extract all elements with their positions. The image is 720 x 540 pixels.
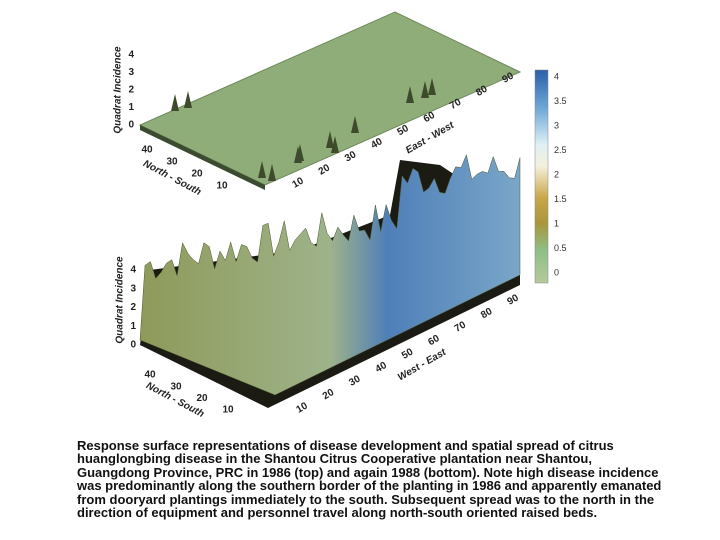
z-tick-label: 2 <box>130 302 136 313</box>
ew-tick-label: 90 <box>506 292 522 307</box>
ew-tick-label: 40 <box>369 136 385 151</box>
caption: Response surface representations of dise… <box>77 438 662 521</box>
spike <box>268 164 276 181</box>
colorbar-tick-label: 3 <box>554 120 559 130</box>
ew-tick-label: 80 <box>479 306 495 321</box>
ew-tick-label: 70 <box>453 319 469 334</box>
ns-tick-label: 30 <box>170 381 182 392</box>
ew-tick-label: 30 <box>347 373 363 388</box>
colorbar-tick-label: 1.5 <box>554 194 567 204</box>
spike <box>428 78 436 95</box>
colorbar-tick-label: 3.5 <box>554 96 567 106</box>
colorbar <box>534 69 549 284</box>
ew-tick-label: 60 <box>422 110 438 125</box>
ew-tick-label: 20 <box>321 387 337 402</box>
ns-tick-label: 10 <box>216 181 228 192</box>
spike <box>331 136 339 153</box>
z-tick-label: 3 <box>130 283 136 294</box>
spike <box>296 144 304 161</box>
colorbar-tick-label: 4 <box>554 71 559 81</box>
z-tick-label: 4 <box>128 50 134 61</box>
spike <box>421 81 429 98</box>
ew-tick-label: 10 <box>295 400 311 415</box>
spike <box>406 86 414 103</box>
surface-top <box>138 11 522 186</box>
ns-tick-label: 40 <box>141 145 153 156</box>
z-tick-label: 3 <box>128 67 134 78</box>
ew-tick-label: 30 <box>343 149 359 164</box>
ns-tick-label: 30 <box>166 157 178 168</box>
surface-bottom <box>139 153 521 396</box>
ns-tick-label: 10 <box>222 405 234 416</box>
ew-tick-label: 90 <box>501 70 517 85</box>
ew-tick-label: 60 <box>426 333 442 348</box>
ns-tick-label: 20 <box>191 169 203 180</box>
z-tick-label: 1 <box>130 321 136 332</box>
spike <box>326 131 334 148</box>
spikes <box>171 78 436 181</box>
colorbar-tick-label: 0 <box>554 267 559 277</box>
z-tick-label: 4 <box>130 265 136 276</box>
z-tick-label: 2 <box>128 85 134 96</box>
ew-tick-label: 40 <box>374 360 390 375</box>
ew-tick-label: 80 <box>474 83 490 98</box>
colorbar-tick-label: 2.5 <box>554 145 567 155</box>
colorbar-tick-label: 0.5 <box>554 243 567 253</box>
ns-tick-label: 20 <box>196 393 208 404</box>
ns-tick-label: 40 <box>144 370 156 381</box>
spike <box>184 91 192 108</box>
spike <box>258 161 266 178</box>
z-axis-label: Quadrat Incidence <box>113 46 124 134</box>
z-axis-label: Quadrat Incidence <box>115 256 126 344</box>
z-tick-label: 0 <box>130 340 136 351</box>
colorbar-tick-label: 2 <box>554 169 559 179</box>
ew-tick-label: 50 <box>400 346 416 361</box>
ew-axis-label: East - West <box>404 120 457 157</box>
colorbar-tick-label: 1 <box>554 218 559 228</box>
ew-tick-label: 20 <box>317 162 333 177</box>
z-tick-label: 0 <box>128 120 134 131</box>
surface-edge <box>140 125 265 190</box>
ew-tick-label: 50 <box>396 123 412 138</box>
ew-tick-label: 70 <box>448 97 464 112</box>
z-tick-label: 1 <box>128 102 134 113</box>
ew-tick-label: 10 <box>291 175 307 190</box>
spike <box>171 94 179 111</box>
spike <box>351 116 359 133</box>
